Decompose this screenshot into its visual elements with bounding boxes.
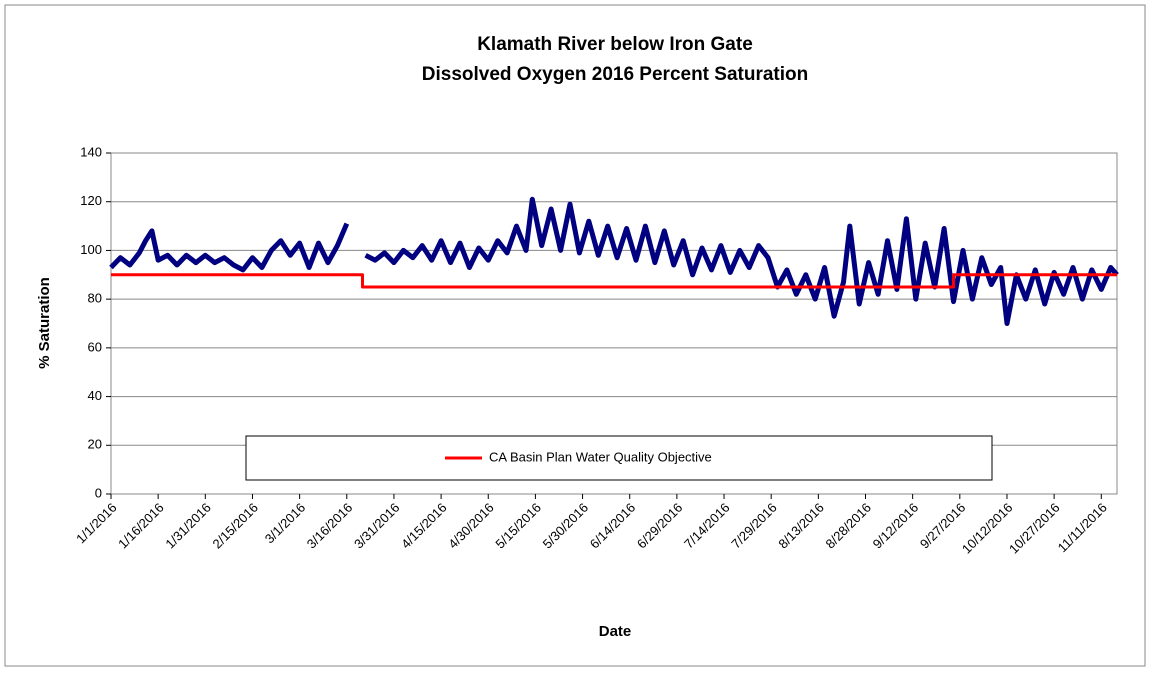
y-tick-label: 140 — [80, 144, 102, 159]
y-tick-label: 120 — [80, 193, 102, 208]
objective-line — [111, 273, 1117, 289]
chart-title: Klamath River below Iron Gate — [477, 34, 753, 55]
legend-box — [245, 435, 993, 481]
y-tick-label: 60 — [88, 339, 102, 354]
y-tick-label: 100 — [80, 242, 102, 257]
y-tick-label: 40 — [88, 388, 102, 403]
y-tick-label: 20 — [88, 437, 102, 452]
y-tick-label: 0 — [95, 485, 102, 500]
y-tick-label: 80 — [88, 291, 102, 306]
y-axis-title: % Saturation — [36, 277, 53, 369]
legend-label: CA Basin Plan Water Quality Objective — [489, 449, 712, 464]
chart-subtitle: Dissolved Oxygen 2016 Percent Saturation — [422, 64, 809, 85]
x-axis-title: Date — [599, 623, 632, 640]
